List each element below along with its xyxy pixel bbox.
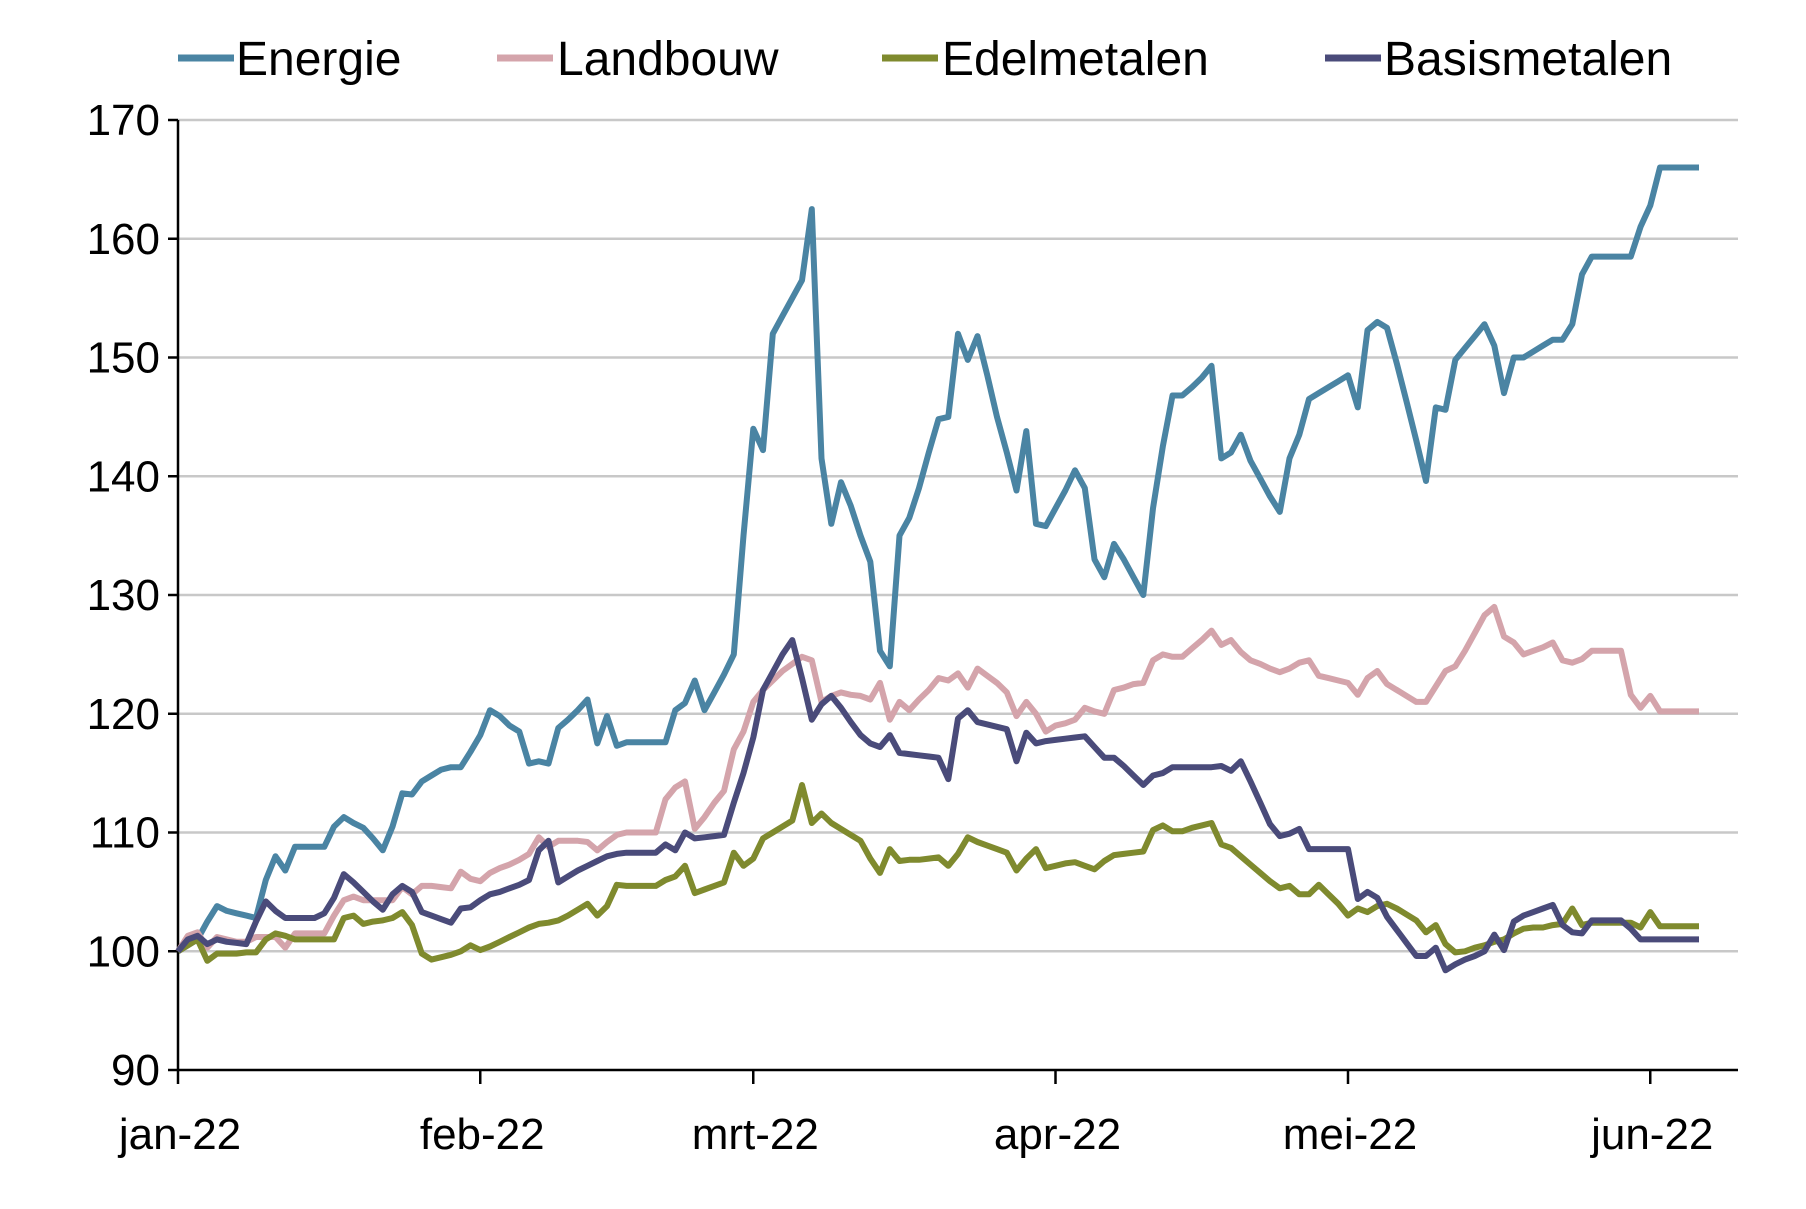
gridlines <box>178 118 1738 953</box>
series-line-edelmetalen <box>176 782 1699 964</box>
x-tick-label-jan-22: jan-22 <box>117 1110 241 1159</box>
y-tick-label-130: 130 <box>87 571 160 620</box>
y-tick-label-170: 170 <box>87 96 160 145</box>
series-lines <box>175 164 1699 974</box>
x-tick-label-mei-22: mei-22 <box>1283 1110 1418 1159</box>
legend-item-energie: Energie <box>178 33 401 86</box>
legend: Energie Landbouw Edelmetalen Basismetalen <box>178 33 1672 86</box>
y-tick-label-90: 90 <box>111 1046 160 1095</box>
series-line-basismetalen <box>175 637 1699 974</box>
y-tick-label-140: 140 <box>87 452 160 501</box>
y-tick-label-150: 150 <box>87 334 160 383</box>
series-line-energie <box>176 164 1699 954</box>
legend-item-basismetalen: Basismetalen <box>1325 33 1672 86</box>
y-tick-label-100: 100 <box>87 927 160 976</box>
legend-item-landbouw: Landbouw <box>497 33 779 86</box>
x-axis: jan-22 feb-22 mrt-22 apr-22 mei-22 jun-22 <box>117 1068 1738 1159</box>
legend-label-basismetalen: Basismetalen <box>1384 33 1672 86</box>
x-tick-label-feb-22: feb-22 <box>420 1110 545 1159</box>
y-axis: 90 100 110 120 130 140 150 160 170 <box>87 96 180 1095</box>
legend-label-landbouw: Landbouw <box>557 33 779 86</box>
legend-item-edelmetalen: Edelmetalen <box>882 33 1209 86</box>
y-tick-label-120: 120 <box>87 690 160 739</box>
x-tick-label-jun-22: jun-22 <box>1589 1110 1713 1159</box>
legend-label-edelmetalen: Edelmetalen <box>942 33 1209 86</box>
x-tick-label-mrt-22: mrt-22 <box>692 1110 819 1159</box>
y-tick-label-110: 110 <box>90 809 160 858</box>
y-tick-label-160: 160 <box>87 215 160 264</box>
x-tick-label-apr-22: apr-22 <box>994 1110 1121 1159</box>
series-line-landbouw <box>175 603 1699 953</box>
legend-label-energie: Energie <box>236 33 401 86</box>
